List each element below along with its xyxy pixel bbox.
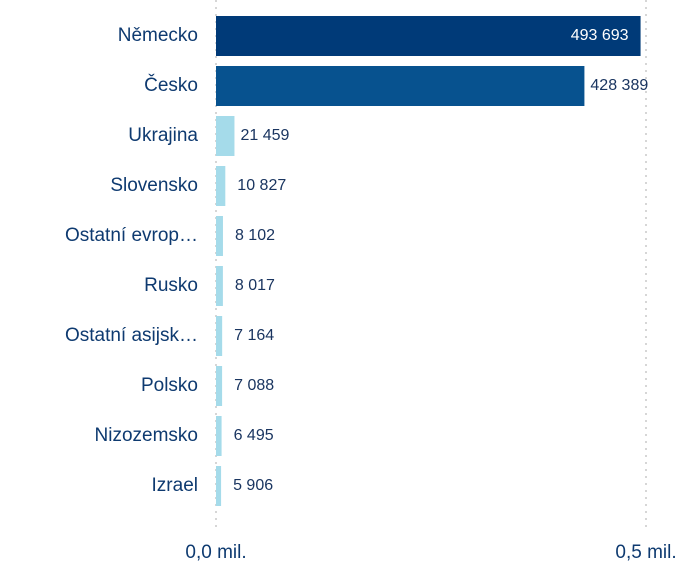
bar [216,416,222,456]
bar [216,316,223,356]
value-label: 21 459 [240,127,289,144]
category-label: Německo [118,25,198,46]
category-label: Česko [144,74,198,96]
category-label: Izrael [152,475,198,496]
category-label: Ukrajina [128,125,198,146]
category-label: Polsko [141,375,198,396]
x-tick-label: 0,0 mil. [185,542,246,563]
category-label: Ostatní evrop… [65,225,198,246]
bar [216,16,641,56]
bar [216,216,223,256]
bar [216,366,223,406]
category-label: Slovensko [110,175,198,196]
value-label: 8 102 [235,227,275,244]
value-label: 6 495 [234,427,274,444]
value-label: 7 164 [234,327,274,344]
bar [216,266,223,306]
value-label: 10 827 [237,177,286,194]
category-label: Rusko [144,275,198,296]
bar [216,466,222,506]
bar [216,166,226,206]
bar [216,66,585,106]
value-label: 5 906 [233,477,273,494]
x-tick-label: 0,5 mil. [615,542,676,563]
value-label: 428 389 [590,77,648,94]
bar [216,116,235,156]
value-label: 7 088 [234,377,274,394]
category-label: Nizozemsko [95,425,198,446]
value-label: 8 017 [235,277,275,294]
value-label: 493 693 [571,27,629,44]
category-label: Ostatní asijsk… [65,325,198,346]
